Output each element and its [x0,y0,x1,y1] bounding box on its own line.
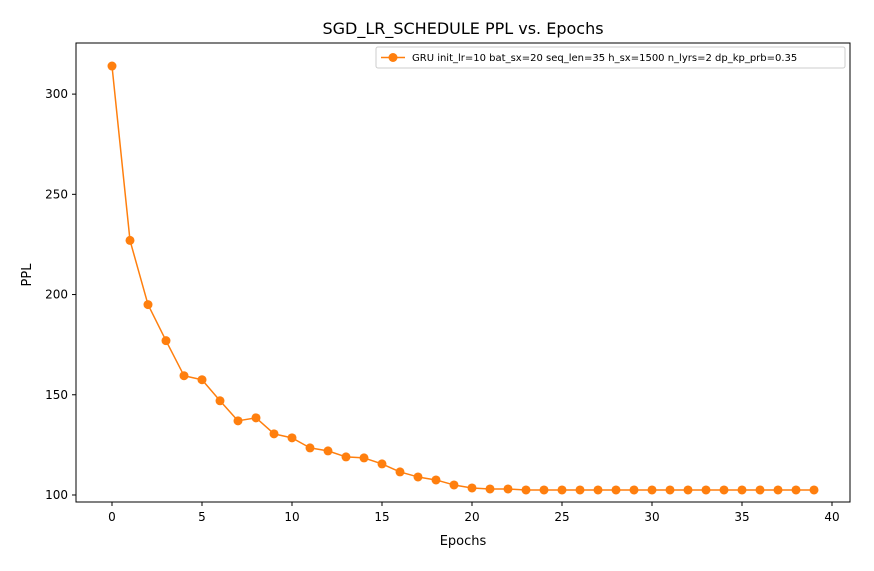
y-tick-label: 150 [45,388,68,402]
data-point [791,485,801,495]
data-point [179,371,189,381]
legend: GRU init_lr=10 bat_sx=20 seq_len=35 h_sx… [375,46,846,69]
data-point [377,459,387,469]
x-tick-label: 30 [644,510,659,524]
y-axis-label: PPL [20,263,35,287]
data-point [611,485,621,495]
series-line [111,65,814,491]
x-tick-label: 15 [374,510,389,524]
data-point [341,452,351,462]
data-point [773,485,783,495]
data-point [683,485,693,495]
plot-frame [75,42,851,503]
data-point [215,396,225,406]
data-point [251,413,261,423]
legend-box [375,46,846,69]
x-tick-label: 5 [198,510,206,524]
data-point [737,485,747,495]
data-point [431,475,441,485]
data-point [107,61,117,71]
x-tick-label: 10 [284,510,299,524]
data-point [449,480,459,490]
data-point [359,453,369,463]
y-axis: 100 150 200 250 300 [45,87,76,502]
x-tick-label: 35 [734,510,749,524]
x-axis-label: Epochs [440,534,487,549]
data-point [287,433,297,443]
data-point [269,429,279,439]
chart-title: SGD_LR_SCHEDULE PPL vs. Epochs [322,19,603,39]
x-axis: 0 5 10 15 20 25 30 35 40 [108,502,840,524]
x-tick-label: 40 [824,510,839,524]
data-point [161,336,171,346]
data-point [197,375,207,385]
y-tick-label: 250 [45,187,68,201]
data-point [125,235,135,245]
x-tick-label: 20 [464,510,479,524]
data-point [539,485,549,495]
data-point [647,485,657,495]
data-point [719,485,729,495]
data-point [629,485,639,495]
data-point [413,472,423,482]
legend-marker-swatch [388,53,398,62]
data-point [557,485,567,495]
y-tick-label: 100 [45,488,68,502]
data-point [467,483,477,493]
data-point [701,485,711,495]
data-point [323,446,333,456]
data-point [503,484,513,494]
data-point [233,416,243,426]
y-tick-label: 300 [45,87,68,101]
data-point [143,300,153,310]
y-tick-label: 200 [45,288,68,302]
data-point [305,443,315,453]
legend-entry-label: GRU init_lr=10 bat_sx=20 seq_len=35 h_sx… [412,53,797,64]
data-point [485,484,495,494]
data-point [809,485,819,495]
x-tick-label: 25 [554,510,569,524]
plot-area [75,42,851,503]
data-point [593,485,603,495]
data-point [755,485,765,495]
x-tick-label: 0 [108,510,116,524]
data-point [521,485,531,495]
data-point [665,485,675,495]
data-point [575,485,585,495]
series-layer [107,61,819,495]
data-point [395,467,405,477]
